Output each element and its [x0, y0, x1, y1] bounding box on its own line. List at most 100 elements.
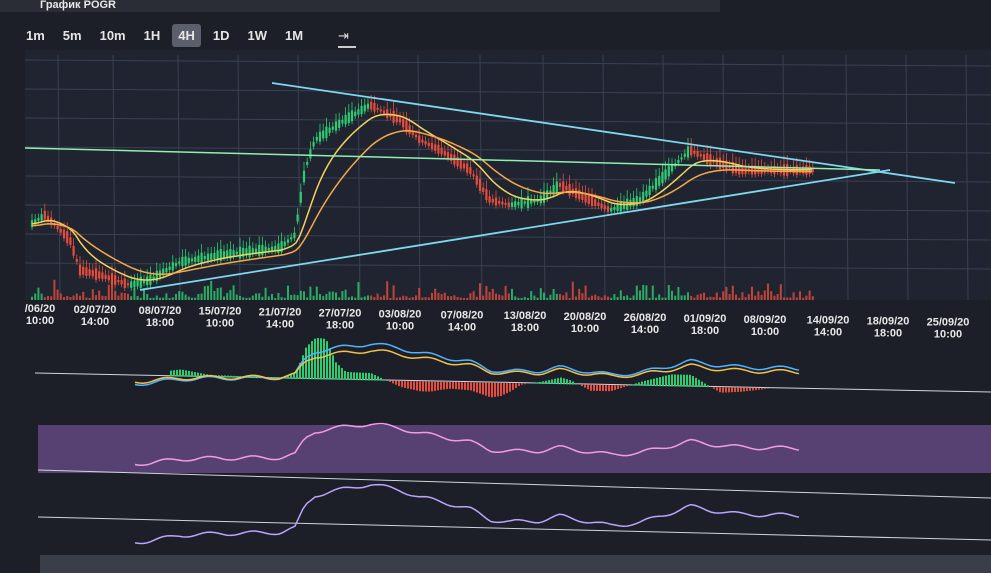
volume-bar — [463, 297, 465, 300]
macd-histogram — [551, 379, 553, 385]
candle-body — [222, 251, 226, 258]
volume-bar — [719, 297, 721, 300]
candle-body — [85, 267, 88, 276]
candle-body — [552, 185, 555, 195]
x-tick-label: 15/07/20 — [199, 306, 242, 318]
volume-bar — [181, 291, 184, 300]
volume-bar — [597, 296, 600, 300]
macd-histogram — [617, 385, 619, 390]
timeframe-button[interactable]: 1H — [143, 28, 161, 43]
macd-histogram — [692, 376, 694, 387]
candle-body — [635, 196, 638, 207]
volume-bar — [357, 282, 360, 300]
volume-bar — [479, 283, 481, 300]
candle-body — [347, 112, 350, 124]
volume-bar — [104, 296, 107, 300]
candle-body — [690, 145, 693, 156]
macd-histogram — [533, 382, 535, 384]
candle-body — [66, 231, 69, 244]
candle-body — [581, 192, 584, 201]
volume-bar — [575, 296, 577, 300]
macd-histogram — [545, 380, 547, 384]
timeframe-button[interactable]: 1m — [26, 28, 45, 43]
candle-body — [456, 157, 459, 167]
candle-body — [469, 167, 472, 175]
volume-bar — [587, 297, 590, 300]
macd-histogram — [665, 375, 667, 387]
volume-bar — [178, 291, 181, 300]
volume-bar — [517, 297, 520, 300]
macd-histogram — [290, 374, 292, 379]
macd-histogram — [185, 370, 187, 377]
volume-bar — [219, 287, 222, 300]
volume-bar — [197, 293, 200, 300]
volume-bar — [392, 285, 395, 300]
volume-bar — [773, 295, 776, 300]
volume-bar — [594, 294, 597, 300]
candle-body — [475, 175, 478, 185]
volume-bar — [539, 288, 542, 300]
macd-histogram — [299, 362, 301, 379]
candle-body — [194, 256, 197, 262]
volume-bar — [495, 293, 497, 300]
volume-bar — [47, 295, 49, 300]
macd-histogram — [656, 377, 658, 387]
volume-bar — [728, 293, 731, 300]
volume-bar — [635, 285, 638, 300]
candle-body — [686, 146, 690, 158]
x-tick-label: 10:00 — [386, 320, 414, 332]
candle-body — [366, 103, 370, 109]
macd-histogram — [458, 382, 460, 390]
macd-histogram — [170, 370, 172, 377]
candle-body — [450, 153, 453, 161]
macd-histogram — [542, 381, 544, 384]
grid-line — [57, 54, 61, 301]
candle-body — [328, 127, 331, 133]
macd-histogram — [347, 371, 349, 380]
candle-body — [142, 279, 146, 284]
volume-bar — [123, 292, 126, 300]
macd-histogram — [491, 382, 493, 398]
macd-histogram — [188, 370, 190, 377]
volume-bar — [373, 297, 376, 300]
volume-bar — [715, 292, 718, 300]
volume-bar — [671, 290, 673, 300]
macd-histogram — [722, 387, 724, 393]
timeframe-button[interactable]: 1M — [285, 28, 304, 43]
candle-body — [72, 245, 75, 256]
candle-body — [370, 101, 373, 110]
candle-body — [606, 206, 610, 212]
candle-body — [354, 111, 357, 117]
timeframe-button[interactable]: 4H — [172, 24, 201, 47]
volume-bar — [722, 291, 725, 300]
volume-bar — [421, 297, 424, 300]
timeframe-button[interactable]: 1W — [247, 28, 268, 43]
candle-body — [120, 280, 123, 285]
candle-body — [184, 256, 187, 266]
macd-histogram — [695, 377, 697, 387]
volume-bar — [415, 295, 417, 300]
macd-histogram — [560, 377, 562, 385]
macd-histogram — [500, 383, 502, 396]
candle-body — [59, 228, 62, 233]
candle-body — [139, 276, 142, 288]
macd-histogram — [410, 381, 412, 390]
timeframe-button[interactable]: 5m — [62, 28, 82, 43]
macd-histogram — [761, 388, 763, 390]
x-tick-label: 18:00 — [146, 317, 174, 329]
timeframe-button[interactable]: 10m — [99, 28, 126, 43]
candle-body — [773, 165, 776, 175]
export-button[interactable]: ⇥ — [338, 28, 356, 48]
candle-body — [187, 257, 190, 264]
volume-bar — [34, 293, 37, 300]
timeframe-button[interactable]: 1D — [212, 28, 230, 43]
candle-body — [219, 248, 222, 261]
volume-bar — [287, 285, 289, 300]
volume-bar — [629, 297, 632, 300]
volume-bar — [274, 297, 277, 300]
macd-histogram — [449, 381, 451, 389]
volume-bar — [216, 288, 219, 300]
candle-body — [299, 191, 302, 203]
macd-histogram — [221, 375, 223, 378]
x-tick-label: 18/09/20 — [867, 316, 910, 328]
